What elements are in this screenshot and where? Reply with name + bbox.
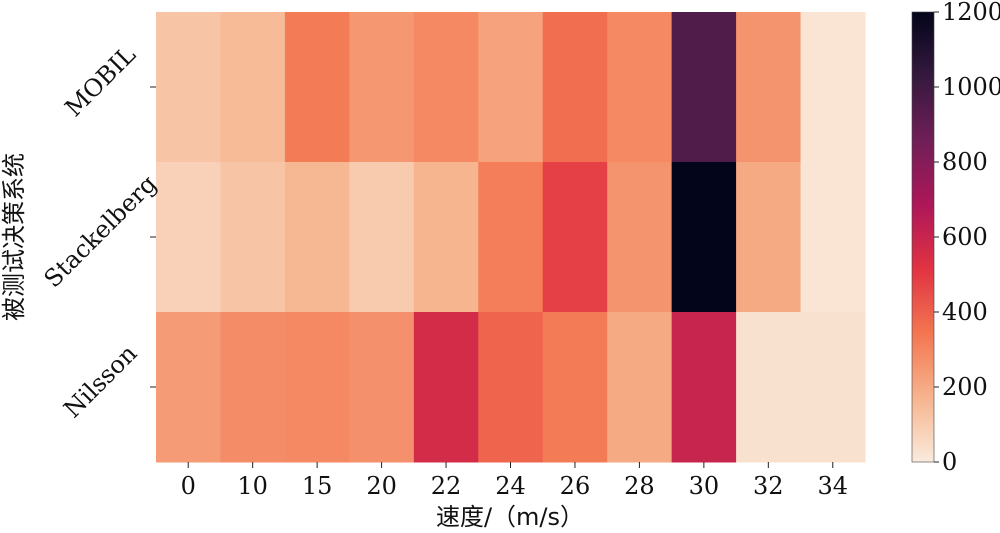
x-tick-label: 10 [237, 472, 268, 500]
x-tick-label: 20 [366, 472, 397, 500]
colorbar-gradient [911, 11, 935, 463]
heatmap-cell [349, 12, 415, 163]
heatmap-cell [156, 312, 221, 463]
x-tick-label: 30 [689, 472, 720, 500]
heatmap-cell [349, 312, 415, 463]
heatmap-cell [156, 162, 221, 313]
colorbar-tick-label: 600 [942, 223, 988, 251]
heatmap-cell [413, 12, 479, 163]
heatmap-cell [800, 162, 866, 313]
heatmap-cell [671, 312, 737, 463]
x-tick-label: 28 [624, 472, 655, 500]
heatmap-cell [736, 12, 802, 163]
colorbar-tick-label: 800 [942, 148, 988, 176]
heatmap-cell [542, 162, 608, 313]
x-tick-label: 0 [181, 472, 196, 500]
y-axis: MOBIL Stackelberg Nilsson [39, 41, 163, 424]
heatmap-cell [156, 12, 221, 163]
y-axis-label: 被测试决策系统 [0, 153, 28, 321]
heatmap-cell [542, 12, 608, 163]
x-tick-label: 22 [431, 472, 462, 500]
heatmap-cell [671, 162, 737, 313]
x-axis-label: 速度/（m/s） [436, 503, 584, 531]
colorbar-ticks: 0 200 400 600 800 1000 1200 [934, 0, 1000, 476]
colorbar: 0 200 400 600 800 1000 1200 [911, 0, 1000, 476]
y-tick-label: Nilsson [58, 339, 142, 423]
y-tick-label: Stackelberg [39, 170, 163, 294]
x-axis: 0 10 15 20 22 24 26 28 30 32 34 [181, 462, 848, 500]
heatmap-cell [607, 312, 673, 463]
colorbar-tick-label: 200 [942, 373, 988, 401]
x-tick-label: 24 [495, 472, 526, 500]
heatmap-cell [542, 312, 608, 463]
heatmap-cell [413, 162, 479, 313]
heatmap-cell [284, 162, 350, 313]
x-tick-label: 34 [817, 472, 848, 500]
heatmap-cell [220, 312, 286, 463]
heatmap-cell [284, 312, 350, 463]
heatmap-cell [478, 312, 544, 463]
heatmap-cell [607, 12, 673, 163]
heatmap-cell [413, 312, 479, 463]
colorbar-tick-label: 1200 [942, 0, 1000, 26]
heatmap-cell [800, 12, 866, 163]
heatmap-cell [478, 12, 544, 163]
x-tick-label: 26 [560, 472, 591, 500]
heatmap-cell [220, 12, 286, 163]
heatmap-cell [736, 162, 802, 313]
colorbar-tick-label: 0 [942, 448, 957, 476]
x-tick-label: 15 [302, 472, 333, 500]
heatmap-cells [156, 12, 866, 463]
x-tick-label: 32 [753, 472, 784, 500]
heatmap-cell [478, 162, 544, 313]
y-tick-label: MOBIL [60, 41, 142, 123]
heatmap-cell [220, 162, 286, 313]
heatmap-cell [349, 162, 415, 313]
heatmap-cell [671, 12, 737, 163]
heatmap-cell [736, 312, 802, 463]
heatmap-cell [284, 12, 350, 163]
heatmap-cell [800, 312, 866, 463]
colorbar-tick-label: 1000 [942, 73, 1000, 101]
heatmap-cell [607, 162, 673, 313]
colorbar-tick-label: 400 [942, 298, 988, 326]
